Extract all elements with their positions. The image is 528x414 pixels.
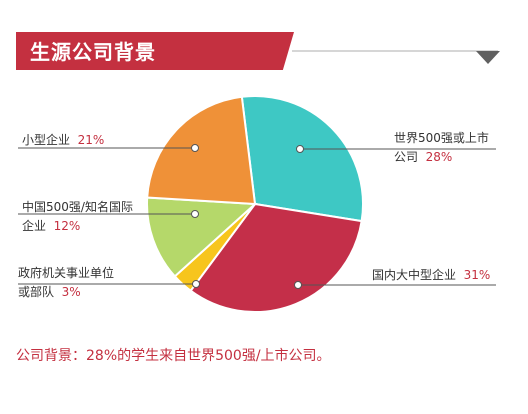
label-world500: 世界500强或上市 公司 28% bbox=[394, 129, 489, 167]
label-government-name: 政府机关事业单位 bbox=[18, 266, 115, 280]
label-small-enterprise: 小型企业 21% bbox=[22, 131, 104, 150]
slice-cn500 bbox=[146, 196, 258, 278]
page-title: 生源公司背景 bbox=[30, 40, 156, 64]
label-cn500-name2: 企业 bbox=[22, 219, 47, 233]
slice-world500 bbox=[240, 95, 364, 223]
section-banner bbox=[16, 32, 294, 70]
label-domestic-name: 国内大中型企业 bbox=[372, 268, 457, 282]
label-government: 政府机关事业单位 或部队 3% bbox=[18, 264, 114, 302]
label-cn500-pct: 12% bbox=[53, 219, 81, 233]
banner-divider bbox=[292, 50, 498, 52]
label-cn500: 中国500强/知名国际 企业 12% bbox=[22, 198, 133, 236]
leader-small-enterprise-dot bbox=[191, 144, 199, 152]
leader-cn500-dot bbox=[191, 210, 199, 218]
triangle-down-icon bbox=[476, 51, 500, 64]
footer-summary: 公司背景：28%的学生来自世界500强/上市公司。 bbox=[16, 348, 331, 364]
label-government-pct: 3% bbox=[61, 285, 81, 299]
slice-small-enterprise bbox=[146, 95, 257, 206]
leader-world500-dot bbox=[296, 145, 304, 153]
label-small-enterprise-pct: 21% bbox=[77, 133, 105, 147]
label-small-enterprise-name: 小型企业 bbox=[22, 133, 71, 147]
label-domestic: 国内大中型企业 31% bbox=[372, 266, 490, 285]
label-world500-pct: 28% bbox=[425, 150, 453, 164]
leader-domestic-dot bbox=[294, 281, 302, 289]
label-world500-name: 世界500强或上市 bbox=[394, 131, 489, 145]
label-government-name2: 或部队 bbox=[18, 285, 55, 299]
leader-government-dot bbox=[192, 280, 200, 288]
label-domestic-pct: 31% bbox=[463, 268, 491, 282]
label-world500-name2: 公司 bbox=[394, 150, 419, 164]
label-cn500-name: 中国500强/知名国际 bbox=[22, 200, 133, 214]
